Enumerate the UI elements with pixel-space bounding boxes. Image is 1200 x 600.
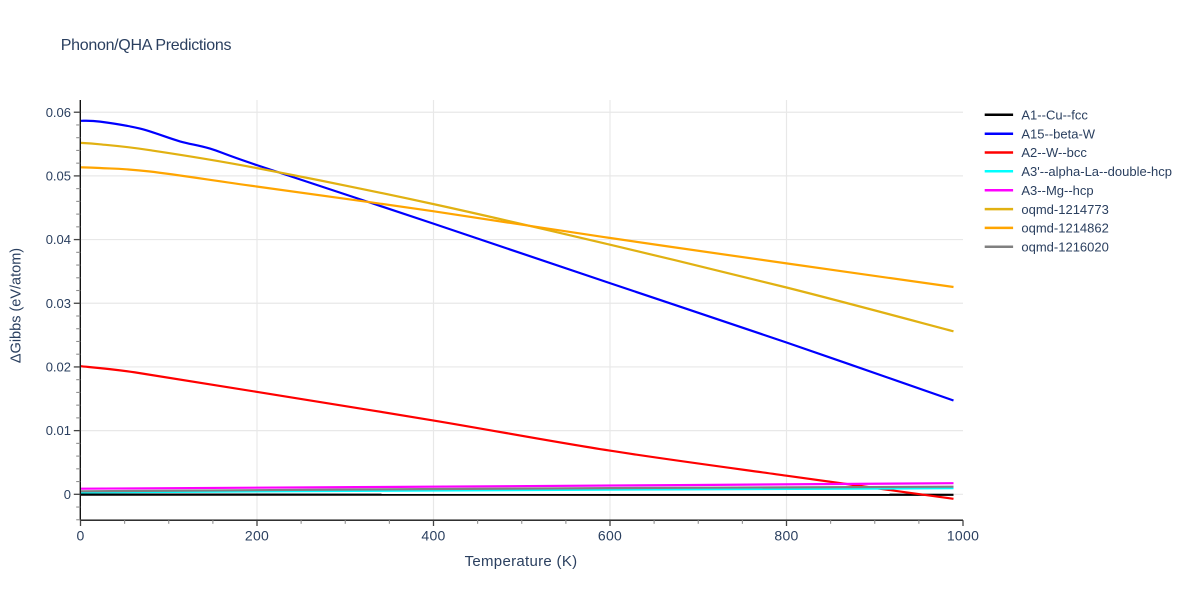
- svg-text:oqmd-1214773: oqmd-1214773: [1021, 202, 1108, 217]
- svg-text:400: 400: [421, 527, 445, 543]
- svg-text:oqmd-1216020: oqmd-1216020: [1021, 239, 1108, 254]
- svg-text:1000: 1000: [947, 527, 979, 543]
- svg-text:A15--beta-W: A15--beta-W: [1021, 126, 1095, 141]
- svg-text:0.02: 0.02: [46, 360, 71, 375]
- svg-text:A3'--alpha-La--double-hcp: A3'--alpha-La--double-hcp: [1021, 164, 1172, 179]
- svg-text:0.03: 0.03: [46, 296, 71, 311]
- svg-text:0: 0: [76, 527, 84, 543]
- svg-text:A3--Mg--hcp: A3--Mg--hcp: [1021, 183, 1093, 198]
- svg-text:0.01: 0.01: [46, 423, 71, 438]
- svg-text:Phonon/QHA Predictions: Phonon/QHA Predictions: [61, 37, 232, 54]
- svg-text:600: 600: [598, 527, 622, 543]
- svg-text:0.04: 0.04: [46, 232, 71, 247]
- svg-text:0.06: 0.06: [46, 105, 71, 120]
- svg-text:Temperature (K): Temperature (K): [465, 553, 578, 570]
- svg-text:800: 800: [774, 527, 798, 543]
- svg-text:200: 200: [245, 527, 269, 543]
- svg-text:0: 0: [64, 487, 71, 502]
- svg-text:A2--W--bcc: A2--W--bcc: [1021, 145, 1087, 160]
- svg-text:ΔGibbs (eV/atom): ΔGibbs (eV/atom): [9, 248, 25, 363]
- svg-text:A1--Cu--fcc: A1--Cu--fcc: [1021, 108, 1088, 123]
- svg-text:0.05: 0.05: [46, 169, 71, 184]
- svg-text:oqmd-1214862: oqmd-1214862: [1021, 221, 1108, 236]
